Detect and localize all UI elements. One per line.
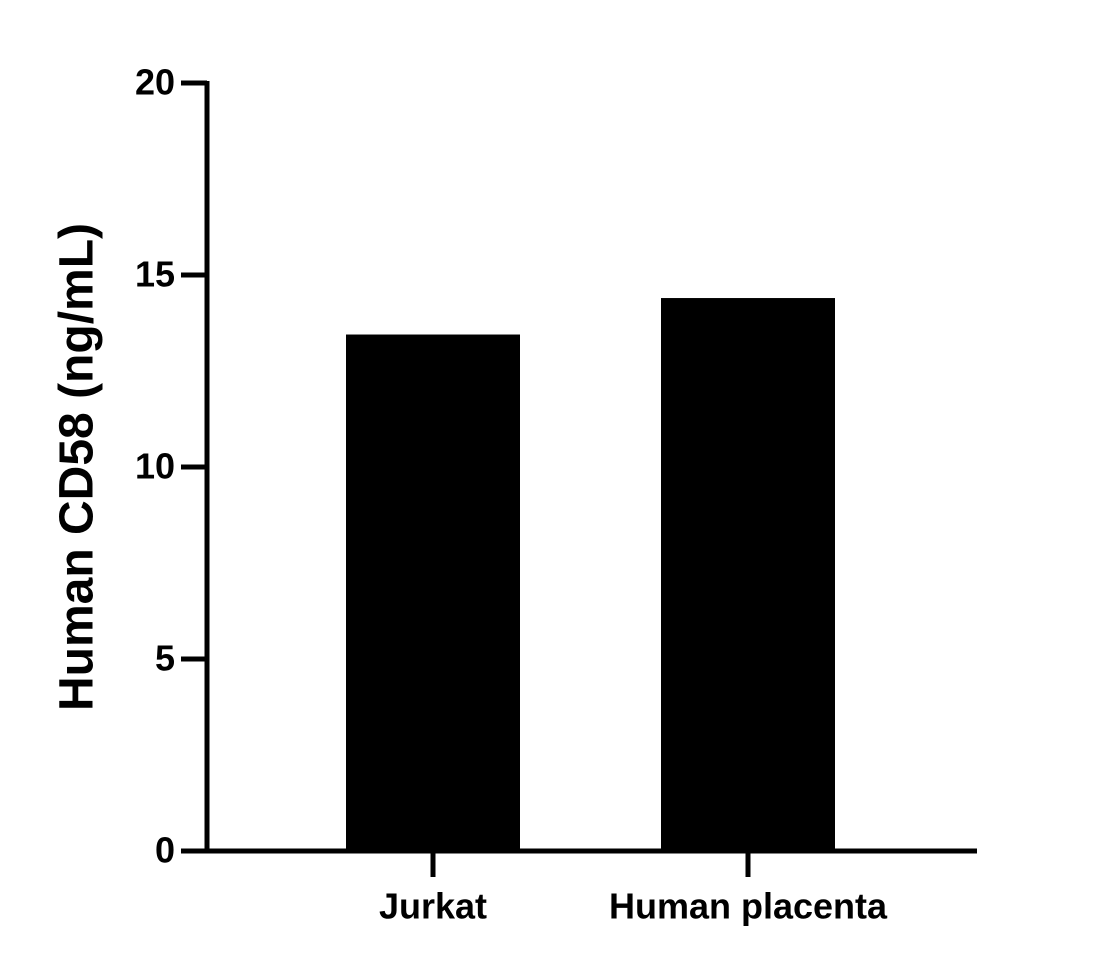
y-tick-label: 15 — [135, 254, 175, 295]
y-axis-label: Human CD58 (ng/mL) — [51, 223, 104, 711]
y-tick-label: 10 — [135, 446, 175, 487]
x-tick-label: Jurkat — [379, 886, 487, 927]
y-tick-label: 0 — [155, 830, 175, 871]
bar — [346, 334, 520, 851]
y-tick-label: 20 — [135, 62, 175, 103]
y-tick-label: 5 — [155, 638, 175, 679]
x-tick-label: Human placenta — [609, 886, 888, 927]
bar — [661, 298, 835, 851]
